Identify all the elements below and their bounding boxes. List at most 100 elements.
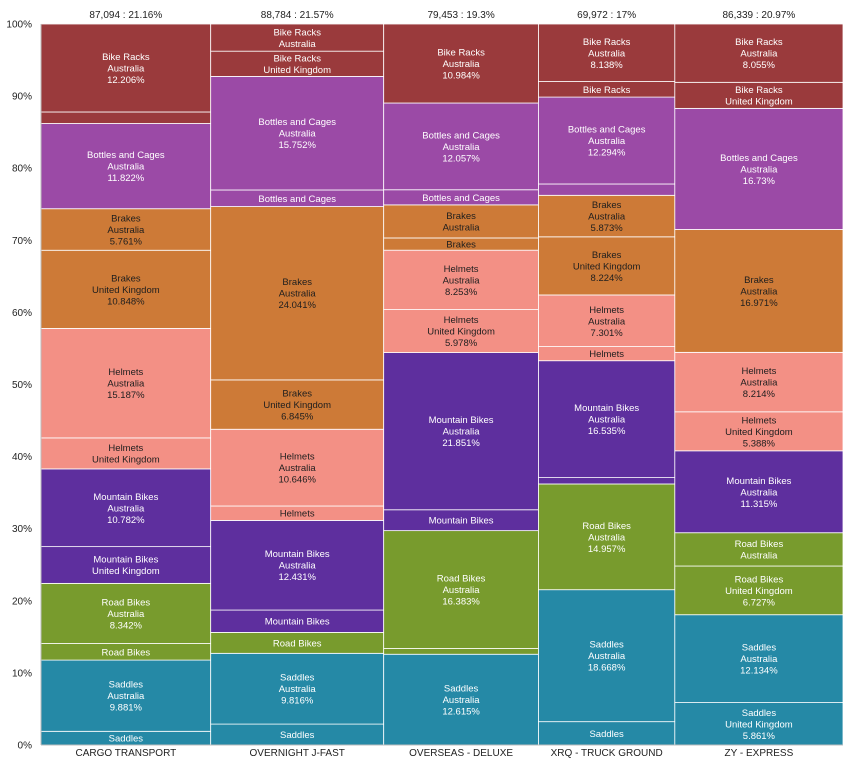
segment-data-label: 8.253% xyxy=(445,287,478,298)
segment-brakes-australia[interactable] xyxy=(383,204,539,239)
segment-bottles-and-cages-australia[interactable] xyxy=(674,107,844,230)
y-tick-label: 40% xyxy=(12,452,32,463)
segment-mountain-bikes-australia[interactable] xyxy=(210,520,385,611)
segment-brakes-united-kingdom[interactable] xyxy=(210,379,385,430)
y-tick-label: 50% xyxy=(12,380,32,391)
y-tick-label: 0% xyxy=(18,741,33,752)
segment-data-label: Helmets xyxy=(741,366,776,377)
segment-data-label: 11.822% xyxy=(107,173,144,184)
segment-data-label: 5.978% xyxy=(445,338,478,349)
segment-data-label: Helmets xyxy=(589,349,624,360)
y-tick-label: 100% xyxy=(6,20,32,31)
segment-bike-racks-australia[interactable] xyxy=(383,23,539,104)
segment-data-label: United Kingdom xyxy=(263,65,331,76)
x-category-label: OVERSEAS - DELUXE xyxy=(409,748,513,759)
segment-data-label: Australia xyxy=(443,585,481,596)
segment-helmets-australia[interactable] xyxy=(40,328,212,439)
segment-data-label: Australia xyxy=(443,223,481,234)
segment-mountain-bikes-australia[interactable] xyxy=(383,352,539,511)
segment-data-label: 10.782% xyxy=(107,515,145,526)
segment-saddles-australia[interactable] xyxy=(674,614,844,703)
segment-data-label: 16.971% xyxy=(740,298,778,309)
segment-road-bikes-australia[interactable] xyxy=(538,483,676,591)
segment-data-label: Brakes xyxy=(592,250,622,261)
segment-data-label: Road Bikes xyxy=(437,574,486,585)
segment-brakes-united-kingdom[interactable] xyxy=(538,236,676,296)
x-category-label: ZY - EXPRESS xyxy=(725,748,794,759)
segment-saddles-australia[interactable] xyxy=(383,653,539,746)
segment-data-label: Brakes xyxy=(446,211,476,222)
segment-bike-racks-australia[interactable] xyxy=(538,23,676,82)
segment-data-label: 15.187% xyxy=(107,390,145,401)
segment-bike-racks-australia[interactable] xyxy=(674,23,844,83)
segment-data-label: Bike Racks xyxy=(273,27,321,38)
segment-data-label: Saddles xyxy=(280,730,315,741)
segment-data-label: Saddles xyxy=(280,673,315,684)
segment-bike-racks-united-kingdom[interactable] xyxy=(210,50,385,77)
segment-bike-racks-united-kingdom[interactable] xyxy=(40,111,212,124)
segment-data-label: Road Bikes xyxy=(273,638,322,649)
segment-bike-racks-united-kingdom[interactable] xyxy=(674,81,844,109)
segment-data-label: Bottles and Cages xyxy=(258,117,336,128)
segment-data-label: Australia xyxy=(279,463,317,474)
segment-helmets-australia[interactable] xyxy=(538,294,676,347)
segment-mountain-bikes-united-kingdom[interactable] xyxy=(538,477,676,485)
segment-helmets-australia[interactable] xyxy=(210,428,385,507)
segment-data-label: 5.761% xyxy=(110,236,143,247)
segment-data-label: Australia xyxy=(107,503,145,514)
segment-data-label: 6.845% xyxy=(281,412,314,423)
segment-saddles-united-kingdom[interactable] xyxy=(674,702,844,746)
segment-data-label: Bike Racks xyxy=(273,54,321,65)
segment-data-label: Bottles and Cages xyxy=(422,130,500,141)
segment-bottles-and-cages-australia[interactable] xyxy=(538,96,676,185)
column-total-label: 87,094 : 21.16% xyxy=(89,10,162,21)
segment-data-label: Road Bikes xyxy=(102,647,151,658)
segment-brakes-australia[interactable] xyxy=(538,194,676,238)
x-category-label: OVERNIGHT J-FAST xyxy=(250,748,345,759)
segment-bottles-and-cages-united-kingdom[interactable] xyxy=(538,183,676,196)
segment-data-label: 14.957% xyxy=(588,544,626,555)
segment-data-label: Australia xyxy=(740,487,778,498)
segment-data-label: Helmets xyxy=(741,415,776,426)
segment-data-label: 12.134% xyxy=(740,666,778,677)
column-total-label: 69,972 : 17% xyxy=(577,10,636,21)
y-tick-label: 60% xyxy=(12,308,32,319)
segment-data-label: 8.342% xyxy=(110,620,143,631)
segment-data-label: 8.224% xyxy=(591,273,624,284)
segment-road-bikes-united-kingdom[interactable] xyxy=(674,565,844,616)
segment-helmets-united-kingdom[interactable] xyxy=(674,411,844,452)
segment-bottles-and-cages-australia[interactable] xyxy=(40,123,212,210)
segment-data-label: Australia xyxy=(443,427,481,438)
segment-bike-racks-australia[interactable] xyxy=(40,23,212,113)
segment-road-bikes-united-kingdom[interactable] xyxy=(383,648,539,655)
segment-data-label: 10.984% xyxy=(442,71,480,82)
segment-data-label: Brakes xyxy=(744,275,774,286)
segment-data-label: Australia xyxy=(588,532,626,543)
segment-data-label: United Kingdom xyxy=(92,455,160,466)
segment-data-label: Australia xyxy=(107,691,145,702)
segment-saddles-australia[interactable] xyxy=(210,652,385,725)
column-totals: 87,094 : 21.16% 88,784 : 21.57% 79,453 : 1… xyxy=(89,10,795,21)
segment-data-label: Australia xyxy=(443,695,481,706)
segment-data-label: United Kingdom xyxy=(263,400,331,411)
segment-brakes-australia[interactable] xyxy=(674,229,844,353)
segment-mountain-bikes-australia[interactable] xyxy=(674,450,844,534)
segment-data-label: Australia xyxy=(279,684,317,695)
segment-bike-racks-australia[interactable] xyxy=(210,23,385,52)
segment-data-label: Australia xyxy=(443,275,481,286)
segment-data-label: Mountain Bikes xyxy=(265,617,330,628)
segment-mountain-bikes-australia[interactable] xyxy=(40,468,212,548)
segment-helmets-united-kingdom[interactable] xyxy=(383,309,539,353)
segment-data-label: Road Bikes xyxy=(582,521,631,532)
segment-brakes-australia[interactable] xyxy=(210,206,385,381)
segment-data-label: 12.294% xyxy=(588,148,626,159)
segment-saddles-australia[interactable] xyxy=(538,589,676,723)
segment-data-label: 16.383% xyxy=(442,597,480,608)
segment-road-bikes-australia[interactable] xyxy=(383,530,539,649)
segment-data-label: 10.646% xyxy=(278,475,316,486)
segment-data-label: Brakes xyxy=(446,240,476,251)
segment-data-label: United Kingdom xyxy=(573,261,641,272)
segment-data-label: Saddles xyxy=(589,729,624,740)
segment-data-label: Australia xyxy=(279,39,317,50)
segment-data-label: United Kingdom xyxy=(725,719,793,730)
